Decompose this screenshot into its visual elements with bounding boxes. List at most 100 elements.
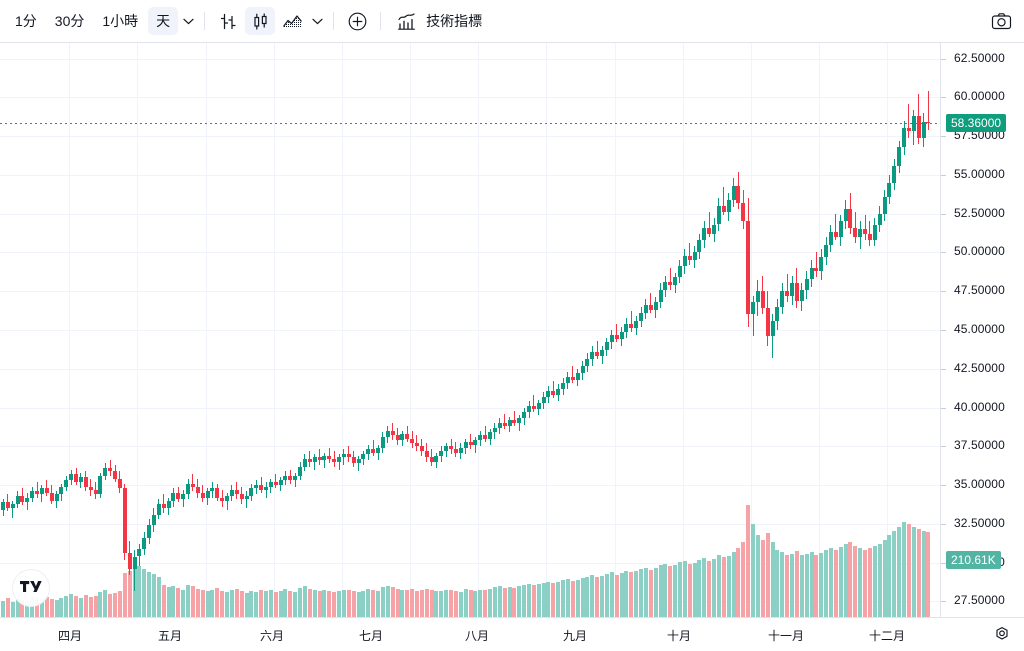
volume-bar [887,535,892,617]
candle-wick [134,550,135,591]
volume-bar [634,571,639,617]
candle-body [497,423,502,428]
candlestick-chart-icon[interactable] [245,7,276,35]
volume-bar [843,543,848,617]
interval-button-30m[interactable]: 30分 [54,13,85,29]
volume-bar [10,601,15,617]
gridline-horizontal [0,214,940,215]
candle-body [916,115,921,138]
volume-bar [366,589,371,617]
candle-body [483,435,488,439]
volume-bar [78,598,83,617]
interval-button-1d[interactable]: 天 [148,7,179,35]
volume-bar [697,559,702,617]
candle-body [400,433,405,441]
volume-bar [25,600,30,617]
candle-wick [772,314,774,358]
gridline-horizontal [0,369,940,370]
interval-button-1h[interactable]: 1小時 [102,13,139,29]
last-price-badge[interactable]: 58.36000 [946,113,1007,132]
candle-body [69,474,74,481]
volume-bar [419,589,424,617]
volume-bar [546,581,551,617]
volume-bar [49,598,54,617]
volume-bar [259,589,264,617]
candle-body [113,471,118,479]
candle-body [229,489,234,496]
chart-area[interactable]: 62.50000 60.00000 57.50000 55.00000 52.50000… [0,43,1024,651]
plus-circle-icon[interactable] [342,7,372,35]
candle-body [780,291,785,307]
candle-body [565,376,570,383]
candle-wick [109,460,111,476]
candle-wick [323,452,325,469]
volume-bar [716,554,721,617]
candle-body [556,388,561,396]
time-axis[interactable]: 四月 五月 六月 七月 八月 九月 十月 十一月 十二月 [0,617,1024,651]
candle-body [785,291,790,296]
candle-body [585,359,590,366]
area-chart-icon[interactable] [277,7,307,35]
volume-bar [376,591,381,617]
candle-body [132,556,137,569]
candle-body [453,449,458,453]
candle-body [872,224,877,240]
volume-bar [926,531,931,617]
candle-body [828,232,833,245]
candle-body [712,224,717,234]
volume-bar [317,590,322,617]
candle-body [103,468,108,476]
gridline-horizontal [0,524,940,525]
volume-bar [322,590,327,617]
volume-bar [229,590,234,617]
volume-bar [225,592,230,617]
volume-bar [127,570,132,617]
candle-body [682,255,687,267]
volume-bar [770,541,775,617]
candle-body [380,437,385,448]
candle-body [716,205,721,225]
volume-bar [497,586,502,617]
interval-button-1m[interactable]: 1分 [15,13,37,29]
candle-body [298,466,303,476]
camera-icon[interactable] [986,7,1016,35]
candle-body [220,497,225,501]
candle-wick [908,103,910,138]
volume-bar [220,590,225,617]
candle-body [775,306,780,321]
candle-wick [36,482,38,498]
chart-type-chevron-down-icon[interactable] [308,7,326,35]
candle-wick [319,449,321,465]
time-axis-label: 十月 [666,629,692,643]
reset-chart-icon[interactable] [991,624,1013,646]
volume-bar [176,587,181,617]
candle-body [195,486,200,493]
price-axis-tick [941,59,946,60]
candle-wick [708,212,710,237]
volume-bar [458,591,463,617]
bar-chart-icon[interactable] [213,7,243,35]
price-axis-tick [941,291,946,292]
candle-body [741,202,746,222]
candle-body [244,495,249,500]
candle-body [410,438,415,444]
volume-bar [337,590,342,617]
price-volume-pane[interactable] [0,43,940,617]
indicators-button[interactable]: 技術指標 [388,7,488,35]
price-axis[interactable]: 62.50000 60.00000 57.50000 55.00000 52.50000… [940,43,1024,617]
volume-badge[interactable]: 210.61K [946,551,1001,569]
price-axis-tick [941,214,946,215]
volume-bar [439,590,444,617]
candle-body [746,221,751,315]
chevron-down-icon[interactable] [179,7,197,35]
candle-body [468,441,473,445]
candle-body [395,435,400,441]
volume-bar [517,586,522,617]
candle-body [278,480,283,486]
candle-body [249,488,254,496]
candle-body [254,485,259,489]
volume-bar [921,530,926,617]
volume-bar [848,541,853,617]
volume-bar [108,593,113,617]
